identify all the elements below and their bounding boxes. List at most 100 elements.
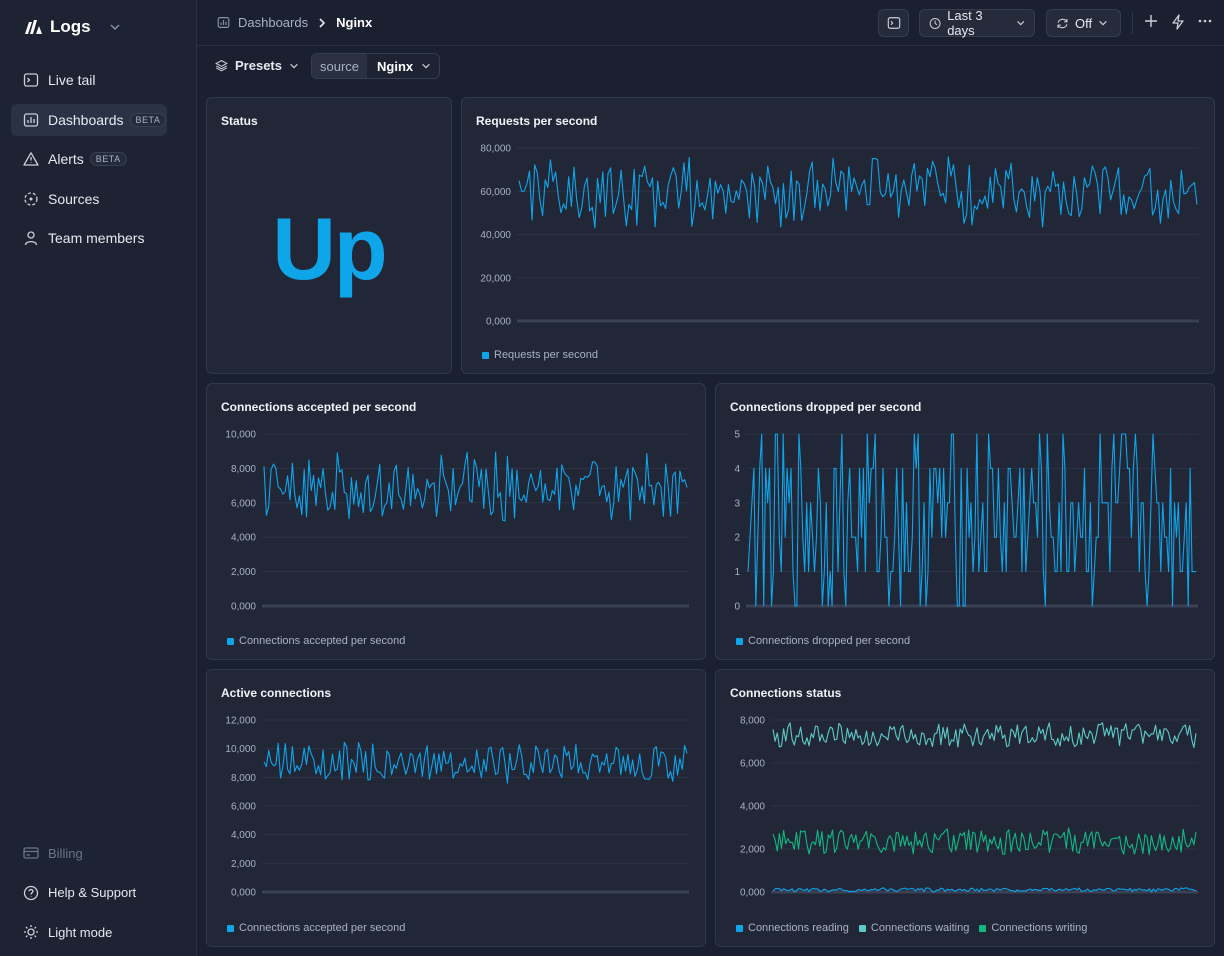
y-tick-label: 10,000 bbox=[225, 744, 256, 755]
live-tail-button[interactable] bbox=[878, 9, 909, 37]
series-line-connections-reading[interactable] bbox=[772, 887, 1197, 893]
legend-swatch bbox=[227, 924, 234, 932]
legend-swatch bbox=[736, 924, 743, 932]
series-line-connections-accepted-per-second[interactable] bbox=[263, 741, 688, 784]
beta-badge: BETA bbox=[89, 152, 127, 166]
chart-legend: Connections accepted per second bbox=[227, 922, 405, 934]
terminal-icon bbox=[23, 73, 39, 87]
y-tick-label: 6,000 bbox=[231, 802, 256, 813]
panel-title: Connections status bbox=[730, 686, 842, 700]
sidebar-item-label: Billing bbox=[48, 845, 83, 861]
terminal-icon bbox=[887, 17, 900, 29]
y-tick-label: 80,000 bbox=[480, 144, 511, 155]
lightning-icon[interactable] bbox=[1171, 14, 1185, 30]
beta-badge: BETA bbox=[129, 112, 167, 127]
brand[interactable]: Logs bbox=[24, 17, 121, 37]
logs-logo-icon bbox=[25, 20, 42, 34]
legend-item[interactable]: Connections accepted per second bbox=[227, 635, 405, 647]
chevron-down-icon bbox=[422, 63, 430, 69]
legend-swatch bbox=[979, 924, 987, 932]
sidebar-item-team-members[interactable]: Team members bbox=[11, 222, 167, 254]
source-filter-key: source bbox=[312, 54, 368, 78]
y-tick-label: 4,000 bbox=[740, 802, 765, 813]
sidebar-item-dashboards[interactable]: Dashboards BETA bbox=[11, 103, 167, 136]
sidebar-item-light-mode[interactable]: Light mode bbox=[11, 916, 167, 948]
source-filter[interactable]: source Nginx bbox=[311, 53, 441, 79]
panel-title: Requests per second bbox=[476, 114, 598, 128]
connections-dropped-panel: Connections dropped per second 0 1 2 3 4 5 Co… bbox=[715, 383, 1215, 660]
connections-status-panel: Connections status 0,000 2,000 4,000 6,000 8… bbox=[715, 669, 1215, 947]
legend-label: Connections dropped per second bbox=[748, 635, 911, 647]
legend-label: Requests per second bbox=[494, 349, 598, 361]
chevron-down-icon[interactable] bbox=[109, 21, 121, 33]
chevron-down-icon bbox=[1099, 20, 1107, 26]
sidebar-item-label: Light mode bbox=[48, 924, 113, 940]
active-connections-chart: 0,000 2,000 4,000 6,000 8,000 10,000 12,000 bbox=[225, 716, 689, 899]
chart-legend: Connections accepted per second bbox=[227, 635, 405, 647]
breadcrumb-current: Nginx bbox=[336, 15, 373, 30]
toolbar-divider bbox=[1132, 12, 1133, 34]
more-icon[interactable] bbox=[1198, 19, 1212, 23]
chart-legend: Connections dropped per second bbox=[736, 635, 910, 647]
y-tick-label: 12,000 bbox=[225, 716, 256, 727]
legend-item[interactable]: Requests per second bbox=[482, 349, 598, 361]
source-filter-value[interactable]: Nginx bbox=[367, 54, 440, 78]
legend-item[interactable]: Connections writing bbox=[979, 922, 1087, 934]
legend-label: Connections writing bbox=[991, 922, 1088, 934]
time-range-select[interactable]: Last 3 days bbox=[919, 8, 1035, 38]
sidebar-item-label: Alerts bbox=[48, 151, 84, 167]
sidebar-item-label: Dashboards bbox=[48, 111, 124, 128]
refresh-icon bbox=[1057, 18, 1068, 28]
panel-title: Active connections bbox=[221, 686, 332, 700]
series-line-connections-dropped-per-second[interactable] bbox=[747, 433, 1196, 607]
filter-bar: Presets source Nginx bbox=[197, 47, 1224, 87]
y-tick-label: 2,000 bbox=[231, 567, 256, 578]
sidebar-item-sources[interactable]: Sources bbox=[11, 183, 167, 215]
chart-legend: Connections reading Connections waiting … bbox=[736, 922, 1087, 934]
series-line-requests-per-second[interactable] bbox=[518, 156, 1198, 229]
app-name: Logs bbox=[50, 17, 91, 36]
requests-per-second-chart: 0,000 20,000 40,000 60,000 80,000 bbox=[480, 144, 1199, 328]
y-tick-label: 20,000 bbox=[480, 273, 511, 284]
sidebar-item-label: Sources bbox=[48, 190, 100, 207]
connections-status-chart: 0,000 2,000 4,000 6,000 8,000 bbox=[740, 716, 1198, 899]
legend-swatch bbox=[858, 924, 866, 932]
legend-item[interactable]: Connections dropped per second bbox=[736, 635, 910, 647]
y-tick-label: 8,000 bbox=[231, 773, 256, 784]
y-tick-label: 60,000 bbox=[480, 187, 511, 198]
legend-item[interactable]: Connections reading bbox=[736, 922, 849, 934]
legend-item[interactable]: Connections accepted per second bbox=[227, 922, 405, 934]
series-line-connections-waiting[interactable] bbox=[772, 722, 1197, 749]
warning-icon bbox=[23, 152, 39, 166]
refresh-select[interactable]: Off bbox=[1046, 9, 1121, 37]
y-tick-label: 0,000 bbox=[740, 888, 765, 899]
legend-label: Connections accepted per second bbox=[239, 922, 406, 934]
legend-item[interactable]: Connections waiting bbox=[858, 922, 969, 934]
y-tick-label: 8,000 bbox=[740, 716, 765, 727]
chart-legend: Requests per second bbox=[482, 349, 598, 361]
user-icon bbox=[24, 231, 38, 246]
legend-swatch bbox=[227, 637, 234, 645]
status-panel: Status Up bbox=[206, 97, 452, 374]
legend-label: Connections accepted per second bbox=[239, 635, 406, 647]
y-tick-label: 4,000 bbox=[231, 533, 256, 544]
series-line-connections-accepted-per-second[interactable] bbox=[263, 451, 688, 522]
refresh-label: Off bbox=[1075, 15, 1093, 31]
sidebar-item-help[interactable]: Help & Support bbox=[11, 877, 167, 909]
help-icon bbox=[23, 885, 39, 900]
y-tick-label: 2 bbox=[734, 533, 740, 544]
plus-icon[interactable] bbox=[1144, 14, 1158, 28]
sidebar-item-live-tail[interactable]: Live tail bbox=[11, 64, 167, 96]
panel-title: Status bbox=[221, 114, 258, 128]
breadcrumb-dashboards[interactable]: Dashboards bbox=[238, 15, 309, 30]
legend-swatch bbox=[482, 351, 489, 359]
series-line-connections-writing[interactable] bbox=[772, 827, 1197, 856]
y-tick-label: 4,000 bbox=[231, 830, 256, 841]
sidebar-item-alerts[interactable]: Alerts BETA bbox=[11, 143, 167, 175]
y-tick-label: 5 bbox=[734, 430, 740, 441]
sidebar-item-billing[interactable]: Billing bbox=[11, 837, 167, 869]
y-tick-label: 0,000 bbox=[231, 888, 256, 899]
y-tick-label: 1 bbox=[734, 567, 740, 578]
sidebar-nav: Live tail Dashboards BETA Alerts BETA So… bbox=[11, 64, 167, 262]
presets-select[interactable]: Presets bbox=[215, 58, 299, 73]
